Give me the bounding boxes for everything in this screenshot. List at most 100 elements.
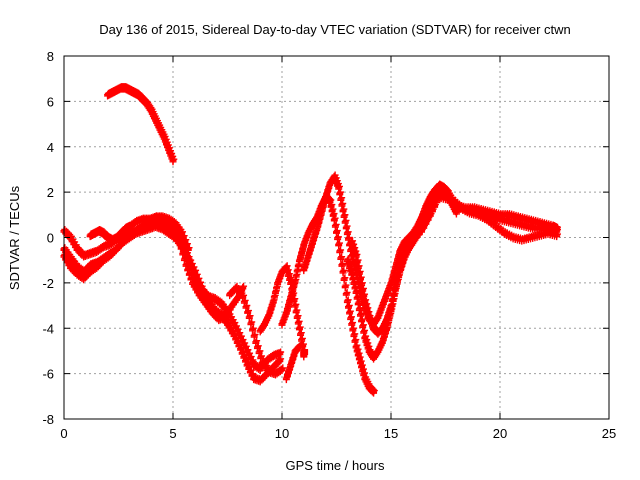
data-point-marker [370, 387, 378, 395]
data-point-marker [351, 330, 359, 338]
data-point-marker [253, 337, 261, 345]
data-point-marker [249, 324, 257, 332]
data-layer [60, 83, 561, 397]
data-point-marker [349, 319, 357, 327]
x-tick-label: 5 [169, 426, 176, 441]
series-segment-g [282, 341, 304, 384]
data-point-marker [244, 307, 252, 315]
y-tick-label: -6 [42, 367, 54, 382]
data-point-marker [342, 216, 350, 224]
data-point-marker [241, 296, 249, 304]
data-point-marker [361, 326, 369, 334]
data-point-marker [343, 222, 351, 230]
data-point-marker [333, 227, 341, 235]
data-point-marker [339, 199, 347, 207]
series-segment-e [226, 282, 287, 379]
data-point-marker [341, 211, 349, 219]
data-point-marker [300, 340, 308, 348]
y-tick-label: 6 [47, 94, 54, 109]
data-point-marker [179, 228, 187, 236]
x-tick-label: 20 [493, 426, 507, 441]
data-point-marker [277, 355, 285, 363]
data-point-marker [344, 296, 352, 304]
data-point-marker [180, 232, 188, 240]
data-point-marker [197, 278, 205, 286]
data-point-marker [356, 304, 364, 312]
data-point-marker [254, 342, 262, 350]
data-point-marker [293, 306, 301, 314]
data-point-marker [170, 155, 178, 163]
data-point-marker [345, 301, 353, 309]
data-point-marker [356, 267, 364, 275]
data-point-marker [296, 341, 304, 349]
y-tick-label: 2 [47, 185, 54, 200]
x-tick-label: 25 [602, 426, 616, 441]
data-point-marker [182, 236, 190, 244]
data-point-marker [342, 281, 350, 289]
data-point-marker [340, 205, 348, 213]
data-point-marker [337, 246, 345, 254]
x-tick-label: 0 [60, 426, 67, 441]
data-point-marker [296, 323, 304, 331]
data-point-marker [345, 233, 353, 241]
data-point-marker [352, 336, 360, 344]
y-tick-label: -2 [42, 276, 54, 291]
data-point-marker [183, 240, 191, 248]
series-track-d [86, 212, 193, 254]
data-point-marker [344, 228, 352, 236]
data-point-marker [248, 318, 256, 326]
data-point-marker [341, 274, 349, 282]
data-point-marker [354, 256, 362, 264]
data-point-marker [340, 266, 348, 274]
data-point-marker [277, 348, 285, 356]
data-point-marker [338, 194, 346, 202]
data-point-marker [246, 312, 254, 320]
data-point-marker [279, 364, 287, 372]
data-point-marker [242, 355, 250, 363]
series-track-b [60, 221, 285, 374]
data-point-marker [295, 317, 303, 325]
data-point-marker [240, 291, 248, 299]
series-morning-arc [104, 83, 178, 166]
y-axis-label: SDTVAR / TECUs [7, 185, 22, 290]
data-point-marker [195, 274, 203, 282]
data-point-marker [346, 307, 354, 315]
data-point-marker [239, 347, 247, 355]
data-point-marker [334, 233, 342, 241]
data-point-marker [297, 329, 305, 337]
data-point-marker [358, 315, 366, 323]
data-point-marker [258, 352, 266, 360]
y-tick-label: 0 [47, 231, 54, 246]
data-point-marker [355, 262, 363, 270]
x-axis-label: GPS time / hours [286, 458, 385, 473]
y-tick-label: 4 [47, 140, 54, 155]
data-point-marker [350, 324, 358, 332]
data-point-marker [335, 182, 343, 190]
data-point-marker [237, 343, 245, 351]
data-point-marker [359, 321, 367, 329]
data-point-marker [185, 244, 193, 252]
data-point-marker [292, 300, 300, 308]
data-point-marker [240, 282, 248, 290]
data-point-marker [331, 214, 339, 222]
data-point-marker [343, 288, 351, 296]
data-point-marker [256, 347, 264, 355]
data-point-marker [251, 330, 259, 338]
data-point-marker [357, 309, 365, 317]
chart-title: Day 136 of 2015, Sidereal Day-to-day VTE… [99, 22, 571, 37]
data-point-marker [243, 301, 251, 309]
data-point-marker [338, 253, 346, 261]
axis-layer: 0 5 10 15 20 25 -8 -6 -4 -2 0 2 4 6 8 [42, 49, 616, 441]
y-tick-label: 8 [47, 49, 54, 64]
data-point-marker [347, 313, 355, 321]
grid-layer [64, 56, 609, 419]
data-point-marker [193, 270, 201, 278]
data-point-marker [332, 220, 340, 228]
data-point-marker [337, 188, 345, 196]
x-tick-label: 10 [275, 426, 289, 441]
data-point-marker [294, 312, 302, 320]
data-point-marker [353, 250, 361, 258]
x-tick-label: 15 [384, 426, 398, 441]
data-point-marker [241, 351, 249, 359]
